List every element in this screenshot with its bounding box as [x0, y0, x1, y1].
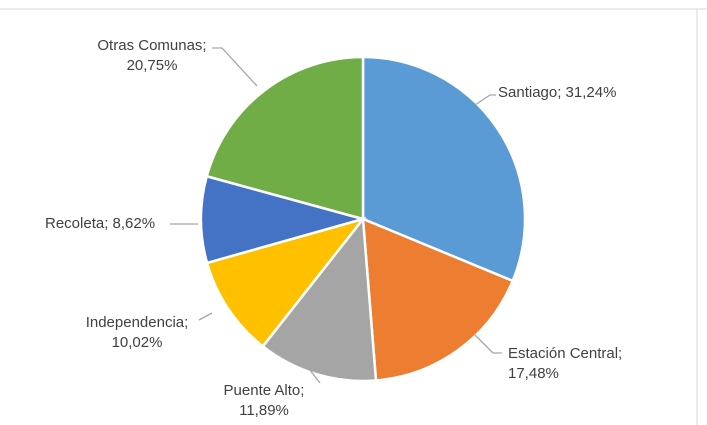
data-label-line2: 17,48%	[508, 365, 559, 382]
data-label-line2: 11,89%	[239, 402, 289, 419]
data-label-line1: Otras Comunas;	[97, 37, 206, 54]
data-label-line1: Independencia;	[86, 314, 189, 331]
leader-line-santiago	[474, 94, 496, 106]
leader-line-puente-alto	[309, 369, 321, 384]
data-label-santiago: Santiago; 31,24%	[498, 84, 616, 101]
pie-slice-santiago	[361, 55, 527, 283]
data-label-recoleta: Recoleta; 8,62%	[45, 215, 155, 232]
data-label-line1: Estación Central;	[508, 345, 622, 362]
data-label-line1: Puente Alto;	[224, 382, 305, 399]
data-label-line1: Recoleta; 8,62%	[45, 215, 155, 232]
data-label-line1: Santiago; 31,24%	[498, 84, 616, 101]
pie-slice-independencia	[205, 216, 367, 349]
leader-line-estacion-central	[474, 334, 502, 354]
pie-slices	[199, 55, 527, 383]
data-label-line2: 10,02%	[112, 334, 163, 351]
data-labels: Santiago; 31,24% Estación Central; 17,48% P…	[45, 37, 622, 419]
leader-lines	[170, 47, 502, 384]
data-label-independencia: Independencia; 10,02%	[86, 314, 189, 351]
leader-line-independencia	[198, 312, 213, 321]
data-label-estacion-central: Estación Central; 17,48%	[508, 345, 622, 382]
pie-slice-recoleta	[199, 174, 368, 265]
pie-slice-otras-comunas	[205, 55, 365, 221]
leader-line-otras-comunas	[212, 47, 258, 87]
pie-slice-puente-alto	[261, 215, 378, 383]
data-label-puente-alto: Puente Alto; 11,89%	[224, 382, 305, 419]
pie-slice-estacion-central	[361, 217, 515, 382]
data-label-otras-comunas: Otras Comunas; 20,75%	[97, 37, 206, 74]
data-label-line2: 20,75%	[127, 57, 178, 74]
